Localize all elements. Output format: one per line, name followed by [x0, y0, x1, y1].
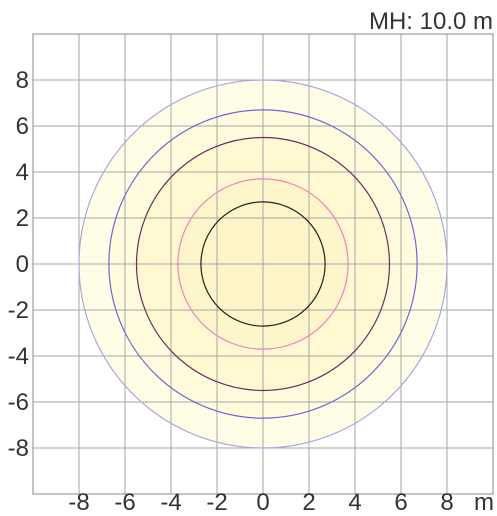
x-tick-label: 8 [440, 489, 453, 516]
contour-line-layer [78, 79, 448, 449]
y-tick-label: 4 [16, 159, 29, 186]
x-tick-label: 6 [394, 489, 407, 516]
y-tick-label: 8 [16, 67, 29, 94]
x-tick-label: 4 [348, 489, 361, 516]
x-tick-label: -6 [114, 489, 135, 516]
x-tick-label: 0 [256, 489, 269, 516]
y-tick-label: -6 [8, 389, 29, 416]
y-tick-label: -2 [8, 297, 29, 324]
x-tick-label: -4 [160, 489, 181, 516]
contour-line-2 [108, 109, 418, 419]
plot-frame [32, 33, 494, 495]
contour-line-1 [78, 79, 448, 449]
y-tick-labels: 8 6 4 2 0 -2 -4 -6 -8 [8, 67, 29, 462]
contour-line-4 [177, 178, 349, 350]
contour-line-5 [200, 201, 326, 327]
x-tick-label: -2 [206, 489, 227, 516]
contour-line-3 [135, 136, 391, 392]
y-tick-label: -8 [8, 435, 29, 462]
x-unit-label: m [474, 489, 494, 516]
grid-lines [33, 34, 493, 494]
y-tick-label: -4 [8, 343, 29, 370]
mounting-height-label: MH: 10.0 m [369, 8, 493, 35]
y-tick-label: 2 [16, 205, 29, 232]
y-tick-label: 6 [16, 113, 29, 140]
x-tick-label: -8 [68, 489, 89, 516]
x-tick-label: 2 [302, 489, 315, 516]
y-tick-label: 0 [16, 251, 29, 278]
x-tick-labels: -8 -6 -4 -2 0 2 4 6 8 [68, 489, 453, 516]
